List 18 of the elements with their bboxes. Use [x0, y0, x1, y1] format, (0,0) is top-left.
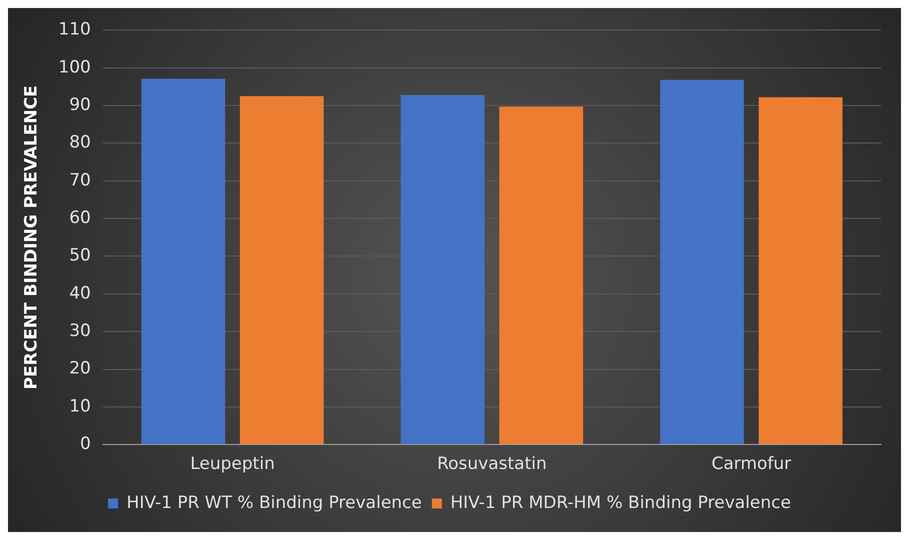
- y-tick-label: 60: [69, 208, 91, 228]
- y-tick-label: 10: [69, 396, 91, 416]
- y-tick-label: 20: [69, 358, 91, 379]
- y-tick-label: 90: [69, 94, 91, 115]
- y-tick-label: 110: [58, 20, 91, 40]
- y-tick-label: 30: [69, 321, 91, 342]
- y-tick-label: 70: [69, 170, 91, 190]
- legend-label: HIV-1 PR MDR-HM % Binding Prevalence: [450, 492, 791, 513]
- x-tick-label: Leupeptin: [190, 454, 275, 474]
- y-axis-title: PERCENT BINDING PREVALENCE: [22, 85, 42, 390]
- y-tick-label: 100: [58, 57, 91, 78]
- y-tick-label: 50: [69, 246, 91, 266]
- x-tick-label: Rosuvastatin: [437, 454, 547, 474]
- x-tick-label: Carmofur: [711, 454, 792, 474]
- y-tick-label: 0: [80, 434, 91, 454]
- y-tick-label: 40: [69, 283, 91, 304]
- legend-label: HIV-1 PR WT % Binding Prevalence: [126, 492, 422, 513]
- y-tick-label: 80: [69, 132, 91, 153]
